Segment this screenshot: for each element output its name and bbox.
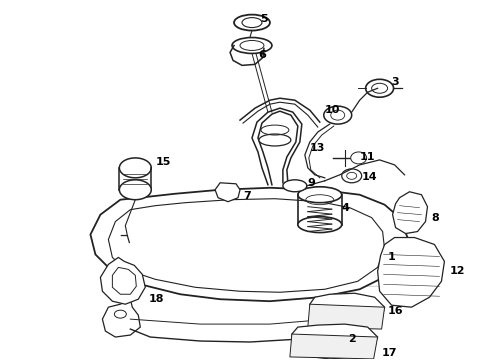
Ellipse shape xyxy=(298,187,342,203)
Polygon shape xyxy=(310,293,385,329)
Ellipse shape xyxy=(298,217,342,233)
Text: 1: 1 xyxy=(388,252,395,262)
Polygon shape xyxy=(378,238,444,307)
Text: 8: 8 xyxy=(432,213,439,222)
Text: 17: 17 xyxy=(382,348,397,358)
Text: 6: 6 xyxy=(258,50,266,60)
Polygon shape xyxy=(100,257,145,304)
Ellipse shape xyxy=(234,15,270,31)
Ellipse shape xyxy=(342,169,362,183)
Text: 12: 12 xyxy=(449,266,465,276)
Text: 9: 9 xyxy=(308,178,316,188)
Ellipse shape xyxy=(120,158,151,178)
Ellipse shape xyxy=(232,37,272,53)
Polygon shape xyxy=(308,304,385,329)
Polygon shape xyxy=(215,183,240,202)
Text: 5: 5 xyxy=(260,14,268,24)
Polygon shape xyxy=(91,188,408,301)
Polygon shape xyxy=(392,192,427,234)
Ellipse shape xyxy=(283,180,307,192)
Ellipse shape xyxy=(120,180,151,200)
Text: 15: 15 xyxy=(155,157,171,167)
Ellipse shape xyxy=(259,134,291,146)
Text: 3: 3 xyxy=(392,77,399,87)
Ellipse shape xyxy=(366,79,393,97)
Ellipse shape xyxy=(351,152,367,164)
Polygon shape xyxy=(102,299,140,337)
Text: 7: 7 xyxy=(243,191,251,201)
Text: 11: 11 xyxy=(360,152,375,162)
Ellipse shape xyxy=(324,106,352,124)
Text: 2: 2 xyxy=(348,334,355,344)
Text: 18: 18 xyxy=(148,294,164,304)
Text: 14: 14 xyxy=(362,172,377,182)
Text: 10: 10 xyxy=(325,105,340,115)
Text: 4: 4 xyxy=(342,203,349,213)
Polygon shape xyxy=(312,294,348,334)
Text: 16: 16 xyxy=(388,306,403,316)
Text: 13: 13 xyxy=(310,143,325,153)
Polygon shape xyxy=(292,324,378,359)
Polygon shape xyxy=(290,334,378,359)
